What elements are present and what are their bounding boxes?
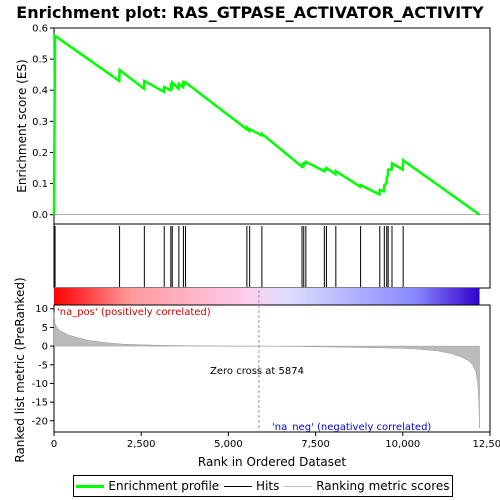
es-y-axis-label: Enrichment score (ES) <box>15 59 29 192</box>
enrichment-profile-line <box>52 33 481 216</box>
legend-label-metric: Ranking metric scores <box>316 479 450 493</box>
legend-item-metric: Ranking metric scores <box>284 479 450 493</box>
es-y-tick-label: 0.2 <box>32 148 48 159</box>
es-y-tick-label: 0.5 <box>32 55 48 66</box>
legend-swatch-metric <box>284 485 313 487</box>
x-tick-label: 12,500 <box>473 439 500 450</box>
x-axis-label: Rank in Ordered Dataset <box>198 455 346 469</box>
x-axis-ticks: 0 2,500 5,000 7,500 10,000 12,500 <box>51 432 500 450</box>
metric-y-ticks: 10 5 0 -5 -10 -15 -20 <box>32 304 54 427</box>
heatmap-bar <box>54 288 480 305</box>
ranking-heatmap <box>54 288 480 305</box>
x-tick-label: 2,500 <box>127 439 156 450</box>
x-tick-label: 0 <box>51 439 57 450</box>
legend-item-hits: Hits <box>224 479 279 493</box>
metric-y-tick-label: -20 <box>32 416 48 427</box>
ranking-metric-area <box>53 312 480 429</box>
hits-panel-frame <box>53 223 491 289</box>
es-y-tick-label: 0.0 <box>32 210 48 221</box>
metric-y-tick-label: 0 <box>42 342 48 353</box>
legend-label-hits: Hits <box>256 479 280 493</box>
legend: Enrichment profile Hits Ranking metric s… <box>73 475 453 497</box>
chart-title: Enrichment plot: RAS_GTPASE_ACTIVATOR_AC… <box>16 3 484 22</box>
es-y-tick-label: 0.6 <box>32 24 48 35</box>
es-panel-frame <box>53 27 491 225</box>
label-neg: 'na_neg' (negatively correlated) <box>272 422 431 433</box>
x-tick-label: 5,000 <box>214 439 243 450</box>
metric-y-axis-label: Ranked list metric (PreRanked) <box>13 277 27 462</box>
metric-y-tick-label: 5 <box>42 323 48 334</box>
es-y-tick-label: 0.1 <box>32 179 48 190</box>
metric-y-tick-label: -15 <box>32 398 48 409</box>
metric-panel-frame <box>53 304 491 433</box>
legend-swatch-hits <box>224 485 253 487</box>
legend-label-enrichment: Enrichment profile <box>108 479 220 493</box>
legend-swatch-enrichment <box>76 484 105 488</box>
metric-y-tick-label: 10 <box>35 304 48 315</box>
label-pos: 'na_pos' (positively correlated) <box>57 307 211 318</box>
es-y-ticks: 0.0 0.1 0.2 0.3 0.4 0.5 0.6 <box>32 24 54 221</box>
x-tick-label: 7,500 <box>301 439 330 450</box>
legend-item-enrichment: Enrichment profile <box>76 479 219 493</box>
es-y-tick-label: 0.4 <box>32 86 48 97</box>
es-y-tick-label: 0.3 <box>32 117 48 128</box>
hits-marks <box>54 226 404 287</box>
metric-y-tick-label: -5 <box>38 360 48 371</box>
x-tick-label: 10,000 <box>385 439 420 450</box>
zero-cross-label: Zero cross at 5874 <box>210 366 304 377</box>
metric-y-tick-label: -10 <box>32 379 48 390</box>
